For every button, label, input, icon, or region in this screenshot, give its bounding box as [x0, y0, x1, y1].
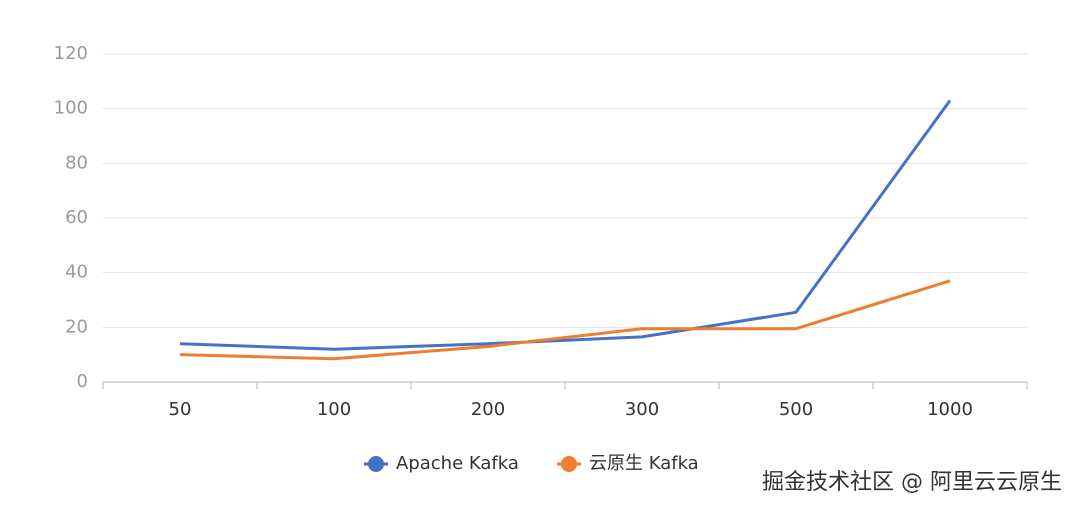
x-tick-label: 500 [779, 399, 813, 420]
x-tick-label: 1000 [927, 399, 973, 420]
y-tick-label: 40 [65, 262, 88, 283]
x-tick-label: 100 [317, 399, 351, 420]
legend-swatch [561, 456, 577, 472]
y-tick-label: 60 [65, 207, 88, 228]
legend-label: Apache Kafka [396, 453, 519, 474]
x-tick-label: 50 [169, 399, 192, 420]
y-tick-label: 80 [65, 152, 88, 173]
y-tick-label: 0 [77, 371, 88, 392]
data-line [179, 99, 952, 351]
x-tick-label: 200 [471, 399, 505, 420]
legend-swatch [368, 456, 384, 472]
y-tick-label: 20 [65, 316, 88, 337]
watermark: 掘金技术社区 @ 阿里云云原生 [762, 470, 1062, 495]
y-tick-label: 100 [54, 98, 88, 119]
y-tick-label: 120 [54, 43, 88, 64]
legend-label: 云原生 Kafka [589, 453, 699, 474]
x-tick-label: 300 [625, 399, 659, 420]
data-line [179, 279, 951, 361]
